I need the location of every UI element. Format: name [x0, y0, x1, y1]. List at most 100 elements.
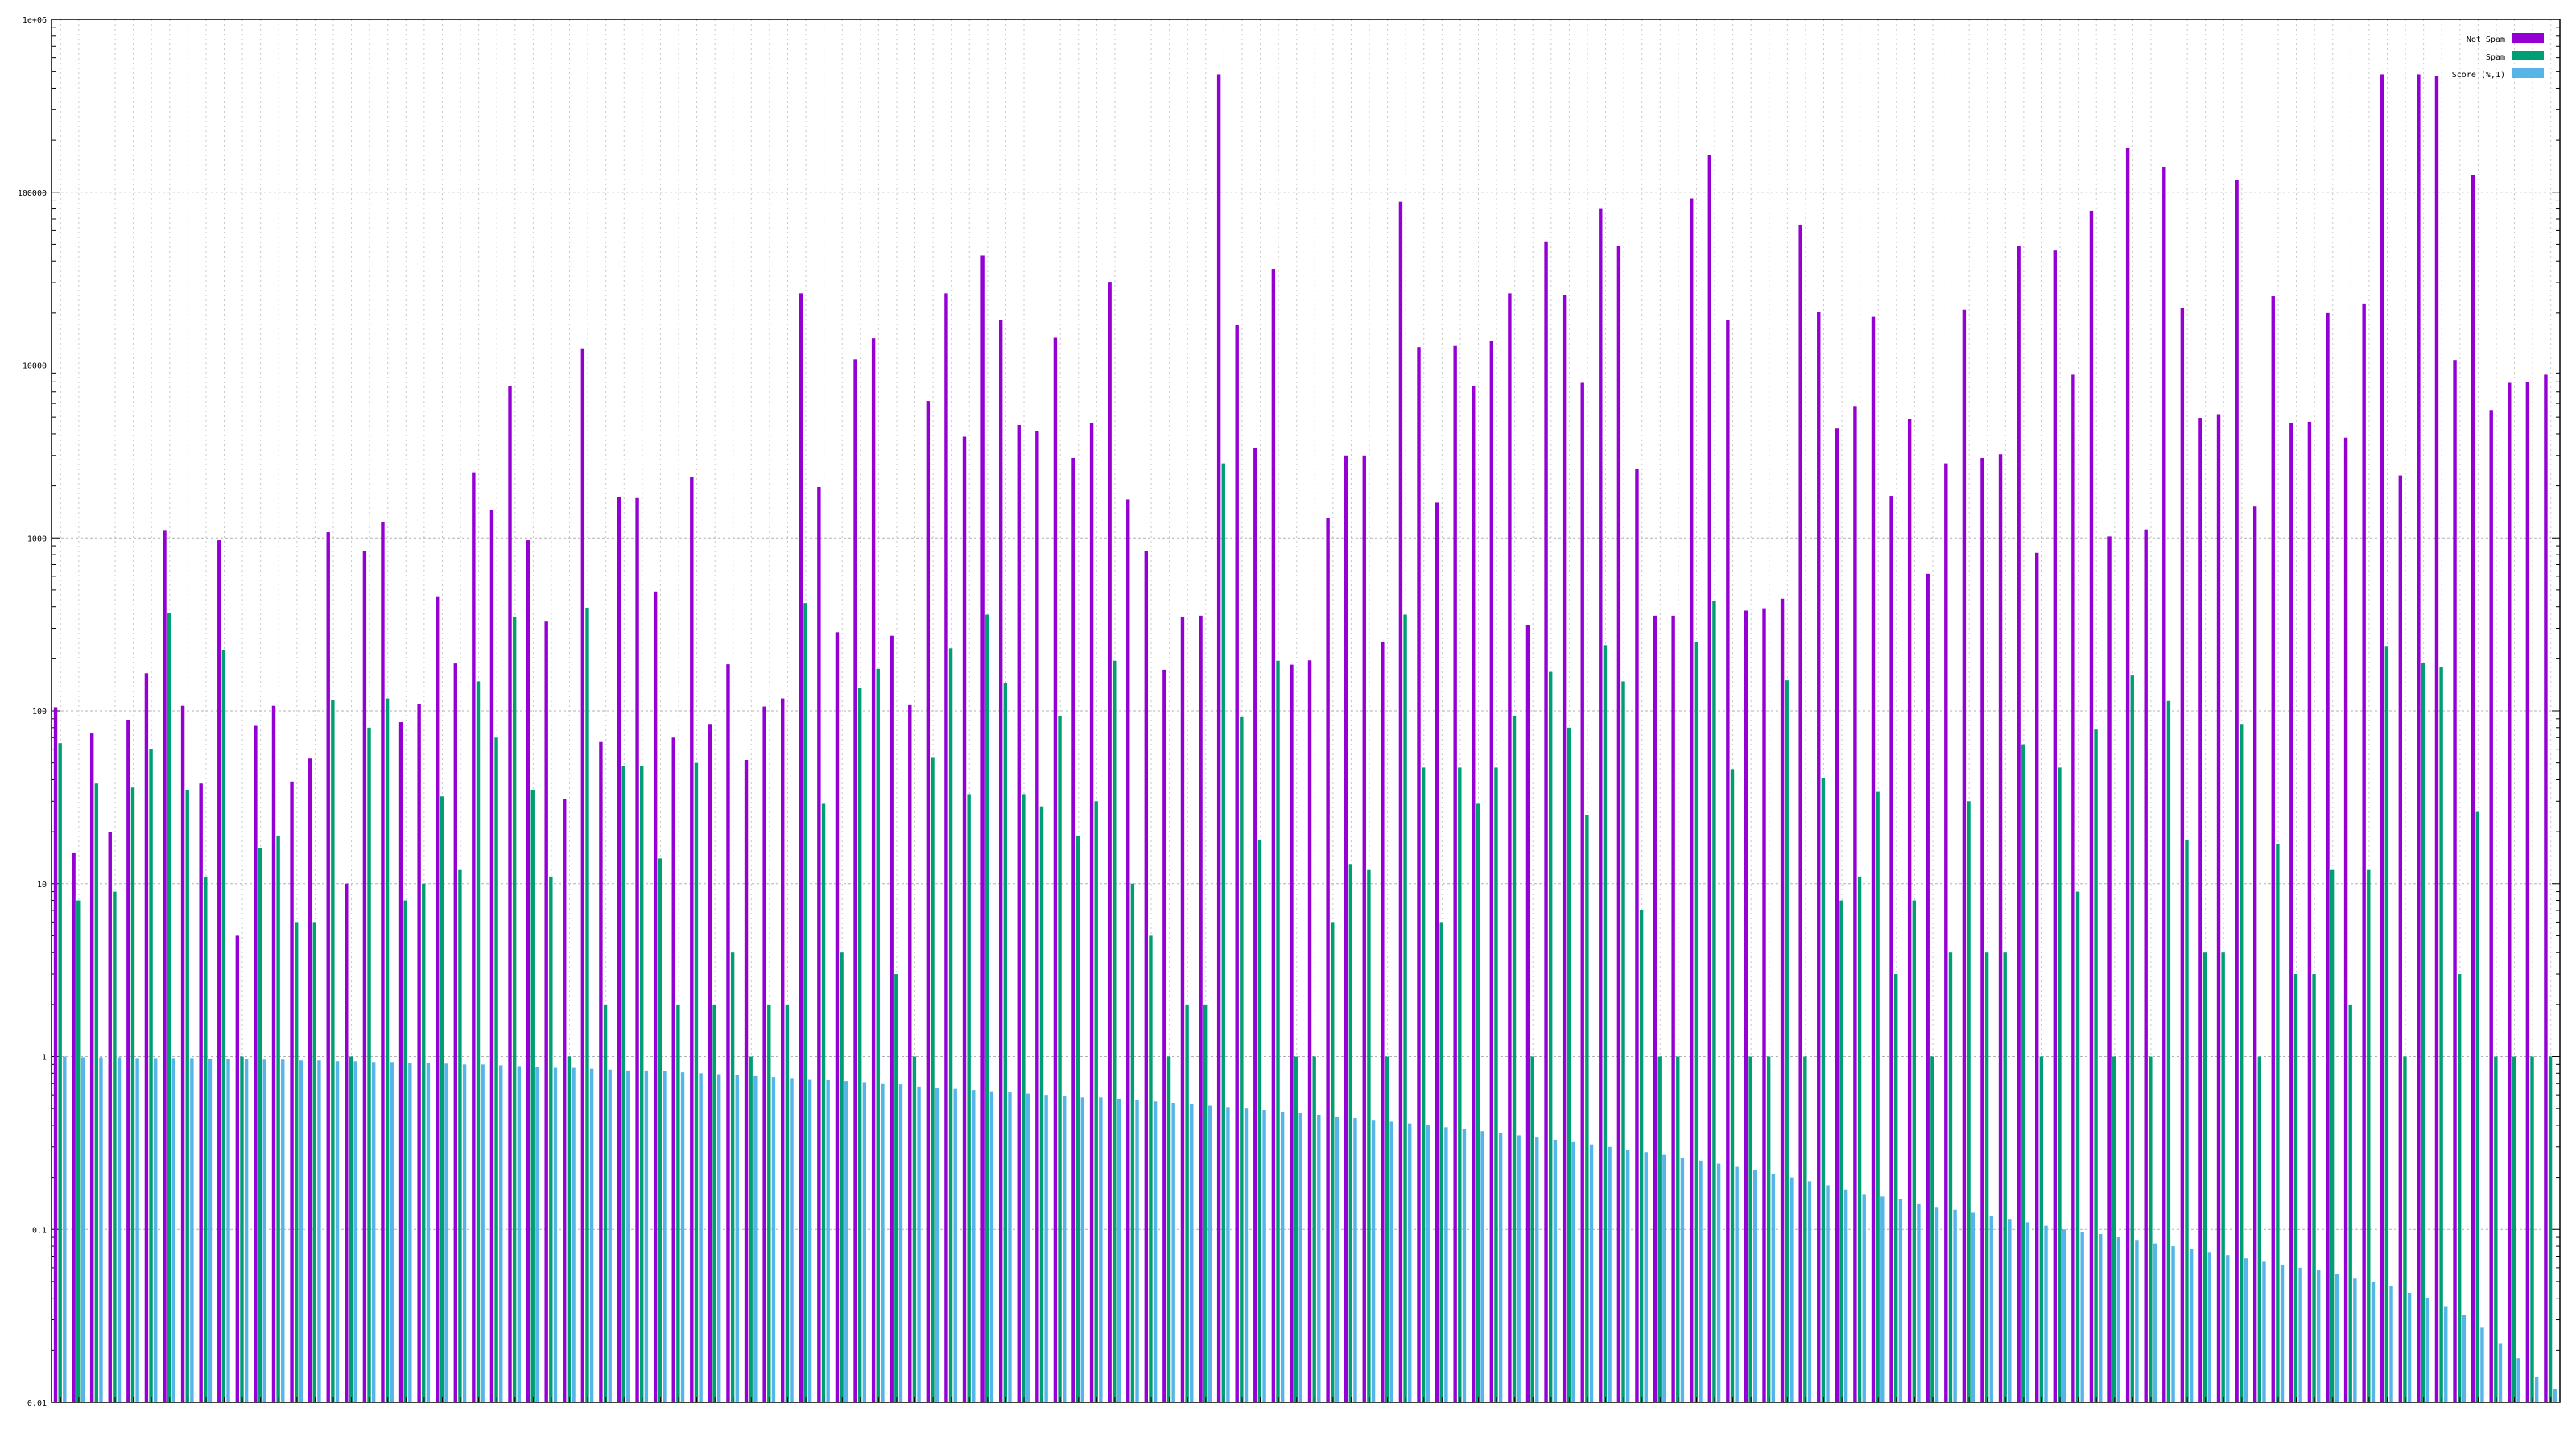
bar-not-spam — [1344, 455, 1348, 1402]
bar-spam — [2240, 724, 2244, 1402]
bar-score — [1898, 1199, 1903, 1402]
bar-score — [462, 1064, 467, 1402]
bar-score — [1553, 1139, 1558, 1402]
bar-score — [2280, 1265, 2285, 1402]
bar-score — [1971, 1212, 1975, 1402]
bar-score — [790, 1078, 794, 1402]
bar-not-spam — [2417, 74, 2421, 1403]
bar-score — [390, 1062, 394, 1402]
bar-not-spam — [53, 707, 58, 1402]
bar-not-spam — [180, 705, 185, 1402]
bar-score — [1444, 1127, 1448, 1402]
bar-score — [2462, 1315, 2467, 1402]
bar-not-spam — [1707, 155, 1711, 1402]
bar-score — [2080, 1232, 2084, 1402]
bar-not-spam — [1835, 428, 1839, 1403]
bar-spam — [985, 614, 989, 1402]
bar-not-spam — [1035, 431, 1039, 1402]
bar-spam — [2348, 1004, 2352, 1402]
bar-not-spam — [2453, 360, 2457, 1403]
bar-score — [1190, 1104, 1194, 1402]
bar-not-spam — [1907, 419, 1912, 1402]
bar-not-spam — [2271, 296, 2275, 1402]
bar-not-spam — [1998, 454, 2003, 1402]
bar-spam — [2403, 1056, 2407, 1402]
bar-spam — [295, 922, 299, 1402]
bar-not-spam — [1690, 198, 1694, 1402]
bar-spam — [2512, 1056, 2516, 1402]
bar-not-spam — [398, 722, 403, 1402]
bar-not-spam — [1926, 573, 1930, 1402]
bar-spam — [840, 952, 844, 1402]
bar-not-spam — [1889, 496, 1893, 1402]
bar-not-spam — [1326, 518, 1330, 1402]
bar-not-spam — [72, 852, 76, 1402]
bar-spam — [1694, 642, 1699, 1402]
bar-score — [1989, 1216, 1993, 1402]
bar-score — [1917, 1203, 1921, 1402]
bar-spam — [458, 869, 462, 1402]
bar-spam — [2166, 700, 2171, 1402]
bar-not-spam — [2434, 76, 2439, 1402]
bar-score — [1480, 1131, 1484, 1402]
bar-score — [371, 1062, 376, 1402]
bar-spam — [1730, 769, 1735, 1402]
bar-spam — [1403, 614, 1407, 1402]
bar-score — [1044, 1095, 1048, 1402]
bar-not-spam — [1671, 615, 1675, 1402]
bar-not-spam — [472, 472, 476, 1402]
bar-score — [2116, 1237, 2121, 1402]
bar-score — [953, 1088, 957, 1402]
bar-score — [1280, 1111, 1285, 1402]
bar-score — [1517, 1135, 1521, 1402]
bar-spam — [2421, 663, 2425, 1402]
bar-score — [2044, 1225, 2048, 1402]
bar-not-spam — [1435, 502, 1439, 1403]
bar-score — [989, 1091, 994, 1402]
bar-not-spam — [1144, 551, 1149, 1402]
bar-not-spam — [436, 596, 440, 1402]
bar-score — [608, 1069, 612, 1402]
bar-spam — [2548, 1056, 2553, 1402]
bar-score — [426, 1063, 431, 1402]
bar-score — [2262, 1261, 2266, 1402]
bar-not-spam — [762, 706, 766, 1402]
bar-spam — [967, 794, 971, 1402]
y-tick-label: 1e+06 — [23, 16, 47, 25]
bar-not-spam — [1307, 660, 1312, 1402]
bar-not-spam — [1472, 386, 1476, 1403]
bar-not-spam — [108, 832, 112, 1402]
bar-score — [1099, 1097, 1103, 1402]
bar-score — [2317, 1270, 2321, 1402]
bar-score — [117, 1057, 122, 1402]
bar-not-spam — [2017, 246, 2021, 1402]
bar-not-spam — [126, 720, 130, 1402]
bar-not-spam — [1271, 269, 1276, 1402]
bar-score — [262, 1059, 266, 1402]
bar-spam — [1257, 839, 1262, 1402]
bar-score — [716, 1074, 721, 1402]
bar-score — [2425, 1298, 2429, 1402]
bar-score — [917, 1086, 921, 1402]
bar-score — [1934, 1207, 1939, 1402]
bar-spam — [494, 737, 498, 1402]
bar-spam — [76, 900, 80, 1402]
bar-spam — [2330, 869, 2334, 1402]
bar-spam — [1022, 794, 1026, 1402]
bar-score — [444, 1063, 448, 1402]
bar-spam — [912, 1056, 917, 1402]
bar-not-spam — [599, 741, 603, 1402]
bar-not-spam — [2089, 210, 2094, 1402]
bar-not-spam — [489, 509, 494, 1403]
bar-score — [862, 1082, 867, 1402]
bar-spam — [1984, 952, 1989, 1402]
bar-not-spam — [1817, 312, 1821, 1403]
bar-spam — [2202, 952, 2207, 1402]
bar-score — [171, 1058, 175, 1402]
bar-score — [63, 1056, 67, 1402]
bar-spam — [948, 648, 953, 1402]
bar-not-spam — [1744, 610, 1748, 1402]
bar-score — [99, 1057, 103, 1402]
bar-score — [190, 1058, 194, 1402]
